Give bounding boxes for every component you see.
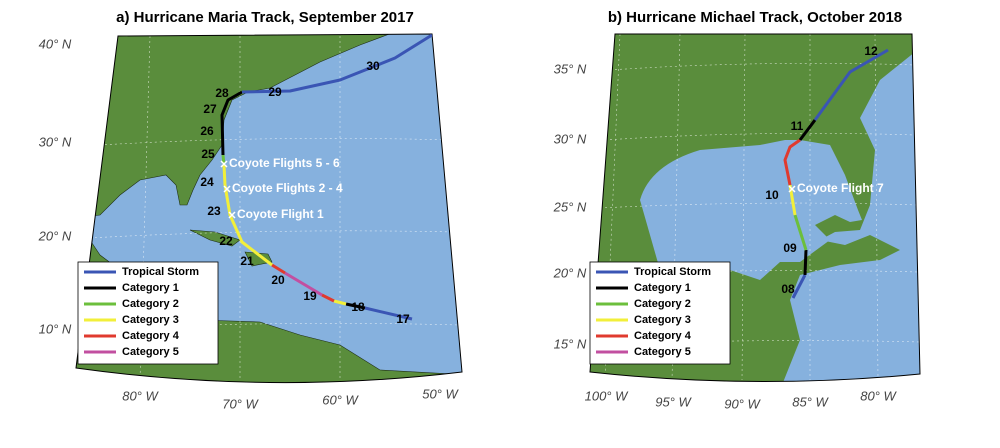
legend-label: Category 1 (634, 282, 691, 294)
track-segment (793, 214, 808, 251)
day-label: 17 (396, 312, 410, 326)
legend-label: Category 3 (122, 314, 179, 326)
legend-label: Tropical Storm (634, 266, 711, 278)
track-segment (798, 119, 817, 141)
day-label: 20 (271, 273, 285, 287)
lat-label: 25° N (553, 199, 587, 214)
lat-label: 30° N (554, 131, 587, 146)
day-label: 09 (783, 241, 797, 255)
lon-label: 60° W (322, 392, 359, 407)
legend-box (77, 261, 219, 365)
gulf-of-mexico (640, 140, 862, 300)
flight-marker (228, 211, 236, 219)
lat-label: 35° N (554, 61, 587, 76)
day-label: 22 (219, 234, 233, 248)
track-segment (241, 34, 433, 94)
track-segment (220, 90, 243, 156)
lon-label: 80° W (122, 388, 159, 403)
day-label: 24 (200, 175, 214, 189)
day-label: 10 (765, 188, 779, 202)
lon-label: 95° W (655, 394, 692, 409)
day-label: 08 (781, 282, 795, 296)
lat-label: 10° N (39, 321, 72, 336)
track-segment (333, 299, 347, 306)
lat-label: 20° N (38, 228, 72, 243)
track-segment (791, 274, 807, 299)
track-segment (271, 263, 286, 275)
lat-label: 15° N (554, 336, 587, 351)
legend-label: Category 2 (122, 298, 179, 310)
track-segment (803, 249, 808, 276)
flight-annotation: Coyote Flights 5 - 6 (229, 156, 340, 170)
day-label: 18 (351, 300, 365, 314)
track-segment (813, 48, 889, 121)
lat-label: 20° N (553, 265, 587, 280)
lon-label: 80° W (860, 388, 897, 403)
hispaniola (244, 251, 273, 267)
day-label: 11 (791, 119, 804, 133)
lat-label: 40° N (39, 36, 72, 51)
lon-label: 85° W (792, 394, 829, 409)
legend-label: Category 3 (634, 314, 691, 326)
legend-label: Category 4 (634, 330, 692, 342)
day-label: 26 (200, 124, 214, 138)
day-label: 25 (201, 147, 215, 161)
lon-label: 50° W (422, 386, 459, 401)
track (783, 48, 889, 299)
map-frame (75, 33, 463, 384)
track-segment (222, 164, 273, 267)
track-segment (284, 271, 323, 297)
graticule (79, 35, 461, 381)
flight-annotation: Coyote Flight 7 (797, 181, 884, 195)
panel-title: a) Hurricane Maria Track, September 2017 (116, 9, 414, 26)
legend-label: Category 2 (634, 298, 691, 310)
lon-label: 100° W (585, 388, 630, 403)
day-label: 23 (207, 204, 221, 218)
cuba (189, 229, 241, 247)
flight-annotation: Coyote Flight 1 (237, 207, 324, 221)
panel-title: b) Hurricane Michael Track, October 2018 (608, 9, 902, 26)
day-label: 12 (864, 44, 878, 58)
legend-label: Category 4 (122, 330, 180, 342)
flight-marker (788, 185, 796, 193)
track-segment (783, 138, 801, 186)
legend-box (589, 261, 731, 365)
lat-label: 30° N (39, 134, 72, 149)
track-segment (321, 293, 335, 303)
lon-label: 90° W (724, 396, 761, 411)
day-label: 27 (203, 102, 217, 116)
lon-label: 70° W (222, 396, 259, 411)
flight-marker (223, 185, 231, 193)
track (220, 34, 433, 321)
legend-label: Category 5 (122, 346, 179, 358)
track-segment (364, 306, 413, 321)
legend-label: Category 1 (122, 282, 179, 294)
legend-label: Category 5 (634, 346, 691, 358)
legend-label: Tropical Storm (122, 266, 199, 278)
atlantic-caribbean (780, 40, 920, 382)
day-label: 28 (215, 86, 229, 100)
graticule (591, 34, 920, 381)
day-label: 30 (366, 59, 380, 73)
day-label: 29 (268, 85, 282, 99)
flight-annotation: Coyote Flights 2 - 4 (232, 181, 343, 195)
map-frame (589, 33, 921, 383)
north-america (76, 34, 401, 221)
day-label: 19 (303, 289, 317, 303)
track-segment (345, 302, 366, 310)
flight-marker (220, 160, 228, 168)
day-label: 21 (240, 254, 254, 268)
